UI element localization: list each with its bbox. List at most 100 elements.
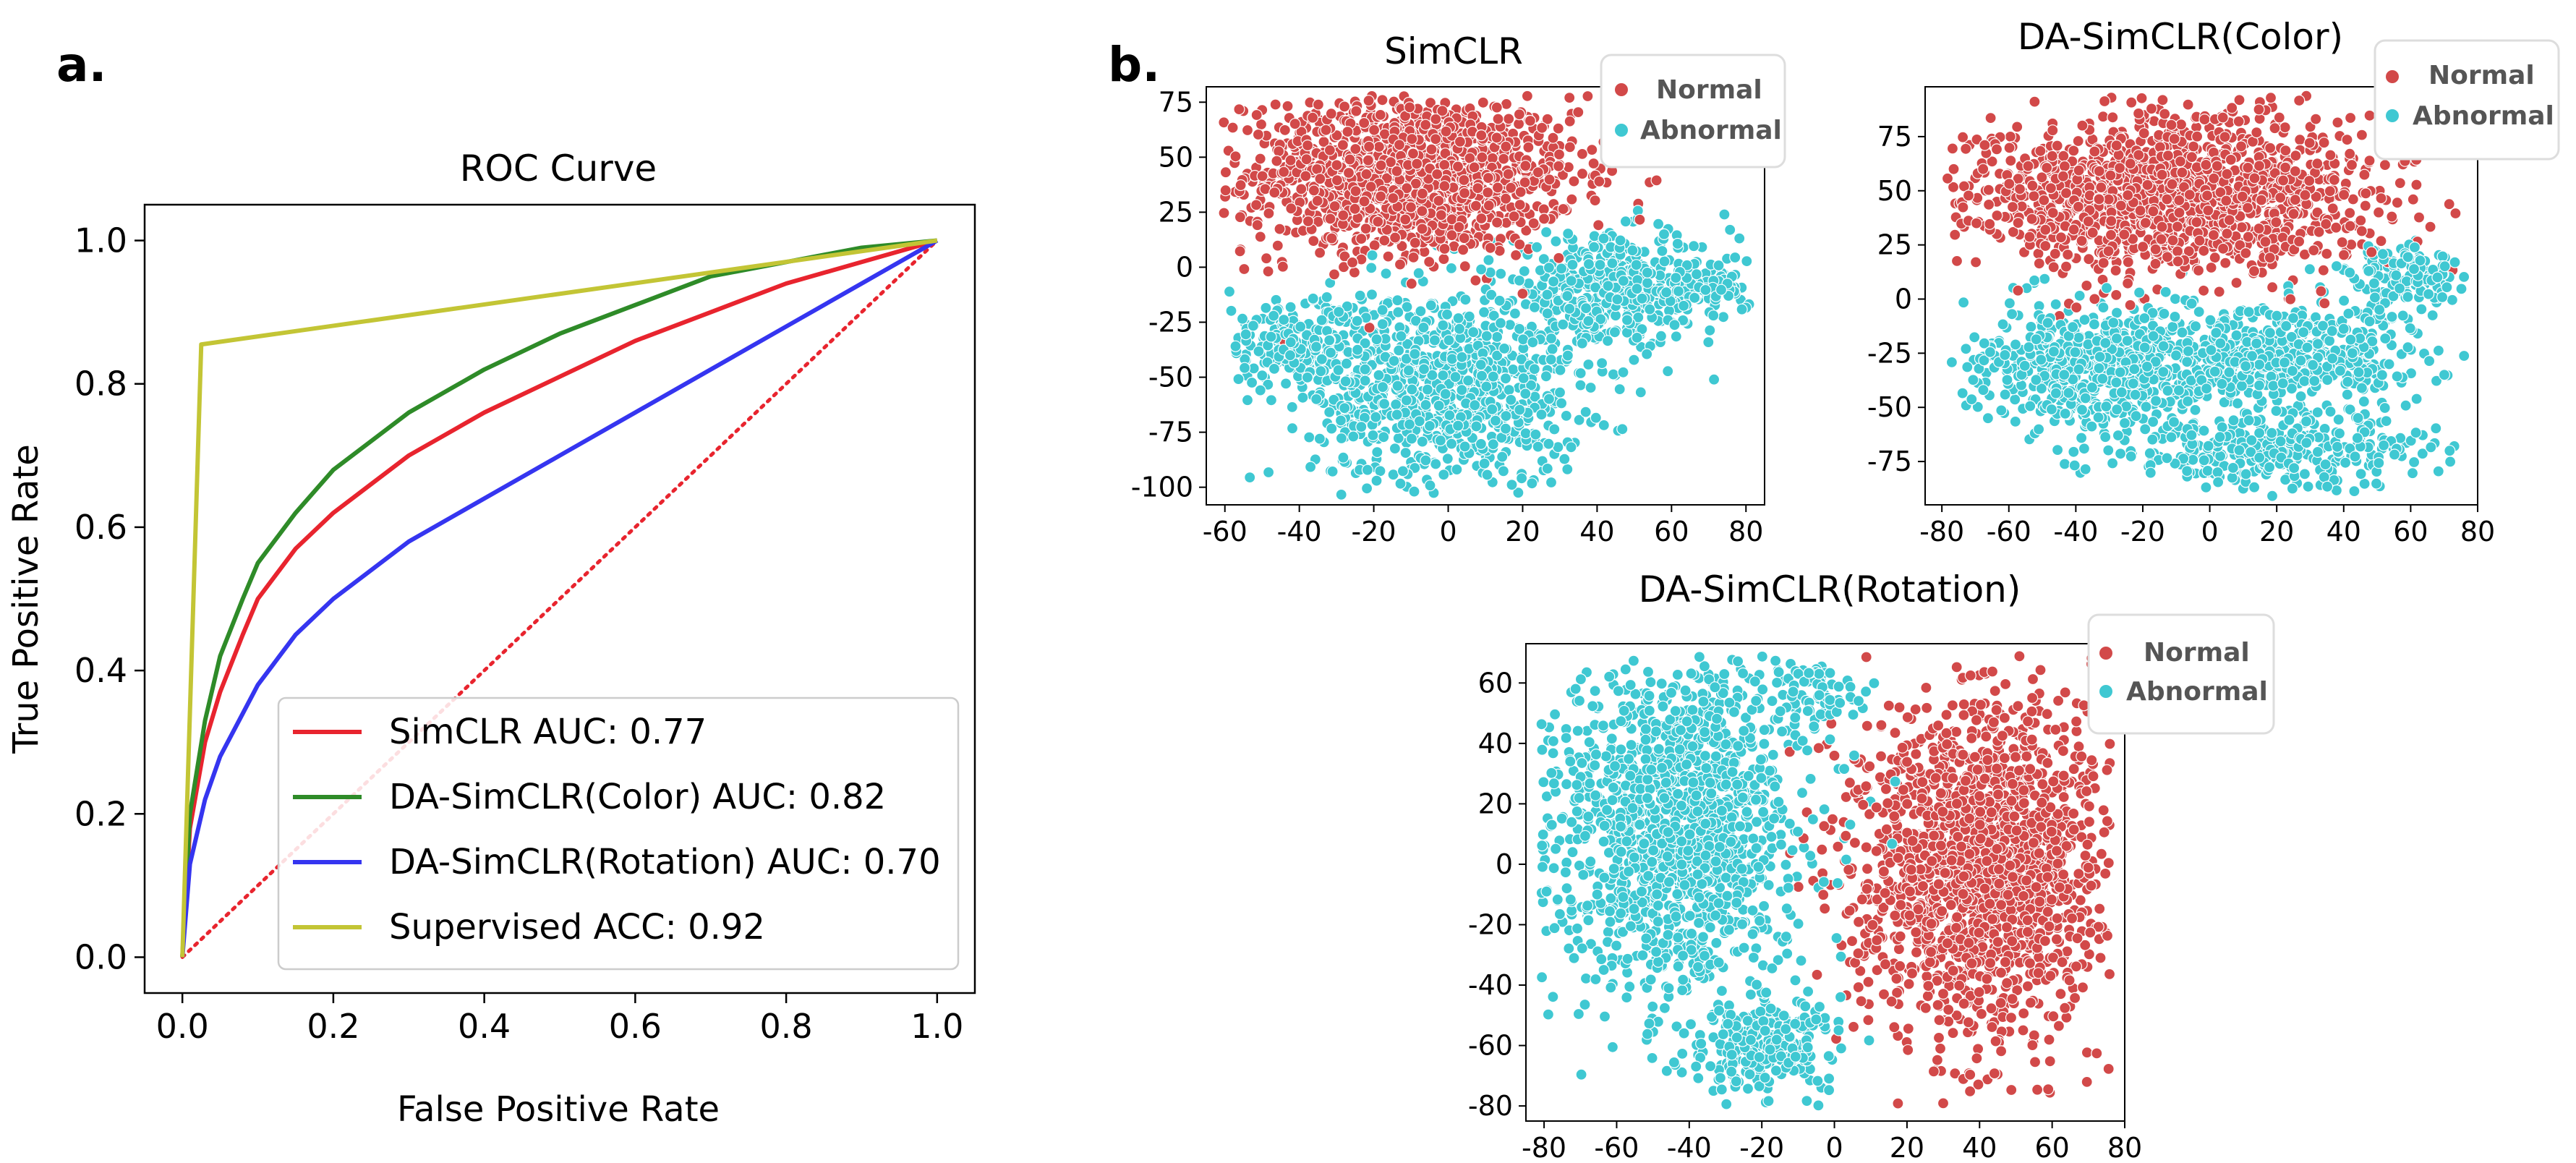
point-abnormal (2408, 241, 2421, 254)
point-abnormal (1480, 330, 1493, 342)
point-abnormal (1376, 318, 1389, 331)
point-normal (2332, 116, 2344, 129)
point-abnormal (1483, 254, 1495, 266)
point-abnormal (1376, 380, 1389, 393)
point-abnormal (2423, 355, 2436, 367)
point-abnormal (2458, 270, 2470, 283)
point-normal (1375, 159, 1387, 171)
point-normal (2005, 155, 2017, 167)
roc-xtick-label: 1.0 (910, 1007, 963, 1046)
point-normal (1262, 265, 1274, 278)
point-normal (2273, 111, 2285, 124)
point-normal (1527, 217, 1540, 229)
tsne-simclr: SimCLR -60 -40 -20 0 20 40 60 807550250-25-50-7… (1131, 30, 1786, 548)
point-abnormal (1229, 340, 1242, 352)
roc-ytick-label: 0.0 (74, 937, 127, 976)
point-normal (1557, 203, 1569, 216)
point-abnormal (1506, 479, 1518, 491)
point-normal (1491, 182, 1504, 194)
point-normal (1312, 98, 1325, 111)
point-abnormal (2380, 414, 2392, 427)
point-abnormal (1582, 358, 1595, 371)
point-normal (1587, 157, 1600, 170)
point-normal (1564, 141, 1576, 153)
point-abnormal (1556, 397, 1568, 409)
point-abnormal (1699, 284, 1712, 296)
point-abnormal (2169, 293, 2181, 305)
point-abnormal (1421, 383, 1434, 396)
point-normal (1406, 133, 1418, 145)
point-normal (1404, 201, 1417, 213)
point-abnormal (1434, 434, 1447, 447)
point-normal (1433, 195, 1445, 207)
point-abnormal (1960, 343, 1972, 355)
point-normal (1500, 192, 1512, 205)
point-normal (1576, 168, 1589, 180)
point-abnormal (1548, 423, 1561, 435)
point-abnormal (2341, 388, 2353, 401)
point-normal (1263, 207, 1275, 220)
roc-xlabel: False Positive Rate (397, 1089, 720, 1130)
point-abnormal (1614, 234, 1626, 247)
point-abnormal (1402, 365, 1415, 377)
point-normal (1404, 101, 1416, 114)
point-normal (2198, 284, 2210, 297)
point-normal (1477, 96, 1489, 108)
point-abnormal (2390, 269, 2402, 281)
point-abnormal (1545, 476, 1558, 489)
point-abnormal (1493, 294, 1506, 307)
point-normal (1308, 235, 1320, 247)
point-normal (2321, 247, 2333, 260)
point-normal (2373, 206, 2385, 218)
point-abnormal (1391, 380, 1404, 392)
point-abnormal (1678, 299, 1690, 312)
point-normal (2294, 134, 2306, 146)
point-abnormal (1717, 311, 1730, 323)
point-normal (1564, 115, 1576, 127)
roc-xtick-label: 0.0 (156, 1007, 209, 1046)
point-abnormal (2068, 446, 2080, 458)
point-abnormal (1437, 319, 1449, 331)
point-normal (1328, 268, 1341, 281)
point-abnormal (1607, 368, 1619, 380)
point-normal (1553, 148, 1566, 161)
point-normal (1472, 182, 1484, 195)
point-normal (1982, 184, 1995, 196)
point-normal (1423, 255, 1436, 268)
point-abnormal (1486, 403, 1498, 416)
point-normal (1274, 223, 1286, 235)
point-abnormal (2006, 308, 2018, 320)
point-abnormal (1323, 334, 1336, 346)
point-normal (1950, 255, 1963, 267)
point-abnormal (2050, 298, 2062, 310)
point-abnormal (1543, 393, 1556, 405)
point-abnormal (1394, 477, 1407, 490)
tsne-simclr-legend-box (1600, 54, 1786, 169)
roc-ytick-label: 0.2 (74, 794, 127, 833)
point-normal (1358, 116, 1370, 129)
point-abnormal (1284, 349, 1297, 362)
point-abnormal (1574, 367, 1587, 380)
point-abnormal (1334, 414, 1347, 427)
point-normal (1251, 219, 1263, 231)
point-abnormal (1445, 262, 1458, 274)
point-abnormal (1406, 383, 1418, 396)
point-abnormal (1530, 428, 1542, 440)
point-normal (1538, 213, 1551, 225)
point-normal (1368, 239, 1381, 252)
point-abnormal (1267, 310, 1280, 322)
point-normal (1302, 215, 1315, 228)
point-abnormal (1619, 216, 1632, 228)
point-abnormal (1417, 363, 1430, 375)
point-abnormal (1543, 438, 1555, 450)
point-normal (1566, 193, 1578, 205)
point-normal (1514, 238, 1526, 251)
point-normal (1416, 187, 1429, 200)
point-abnormal (1582, 258, 1595, 270)
roc-legend: SimCLR AUC: 0.77 DA-SimCLR(Color) AUC: 0… (277, 696, 960, 971)
point-normal (2083, 253, 2095, 265)
point-abnormal (1662, 365, 1674, 378)
point-normal (1254, 153, 1266, 165)
point-normal (2330, 221, 2342, 234)
